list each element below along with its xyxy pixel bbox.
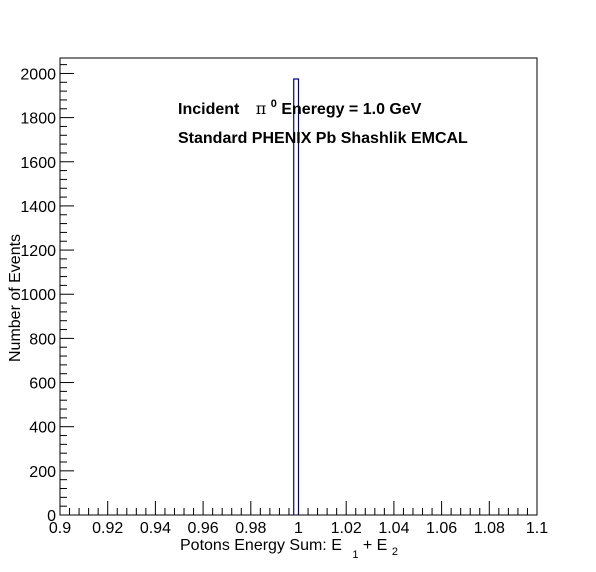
y-tick-label: 1400: [20, 199, 56, 216]
y-tick-label: 800: [29, 331, 56, 348]
y-tick-label: 2000: [20, 66, 56, 83]
annotation-pi-superscript: 0: [271, 98, 277, 110]
y-axis-title: Number of Events: [7, 234, 24, 362]
y-tick-label: 0: [47, 508, 56, 525]
y-tick-label: 600: [29, 376, 56, 393]
x-tick-label: 0.96: [188, 520, 219, 537]
x-axis-title-plus: + E: [363, 537, 387, 554]
x-tick-label: 1.02: [331, 520, 362, 537]
histogram-bin: [293, 78, 300, 515]
x-tick-label: 1.1: [526, 520, 548, 537]
x-tick-label: 1: [294, 520, 303, 537]
annotation-incident-energy: Incident π 0 Eneregy = 1.0 GeV: [178, 94, 422, 118]
y-tick-label: 1000: [20, 287, 56, 304]
y-tick-label: 200: [29, 464, 56, 481]
annotation-energy-value: Eneregy = 1.0 GeV: [281, 101, 421, 118]
y-tick-label: 1200: [20, 243, 56, 260]
x-tick-label: 0.9: [49, 520, 71, 537]
x-axis-title: Potons Energy Sum: E 1 + E 2: [180, 537, 398, 562]
x-axis-title-sub2: 2: [392, 546, 398, 558]
x-tick-label: 0.94: [140, 520, 171, 537]
annotation-incident-label: Incident: [178, 101, 240, 118]
x-axis-ticks: 0.9 0.92 0.94 0.96 0.98 1 1.02 1.04 1.06 1.08 1.1: [49, 501, 548, 537]
x-tick-label: 0.98: [235, 520, 266, 537]
x-tick-label: 1.04: [378, 520, 409, 537]
y-axis-ticks: 0 200 400 600 800 1000 1200 1400 1600 1800 2000: [20, 64, 74, 525]
histogram-bars: [293, 78, 300, 515]
y-tick-label: 1600: [20, 155, 56, 172]
x-tick-label: 0.92: [92, 520, 123, 537]
x-axis-title-main: Potons Energy Sum: E: [180, 537, 342, 554]
x-tick-label: 1.06: [426, 520, 457, 537]
y-tick-label: 400: [29, 420, 56, 437]
annotation-pi-symbol: π: [256, 99, 267, 118]
y-tick-label: 1800: [20, 111, 56, 128]
x-axis-title-sub1: 1: [352, 549, 358, 561]
x-tick-label: 1.08: [474, 520, 505, 537]
annotation-detector: Standard PHENIX Pb Shashlik EMCAL: [178, 130, 468, 147]
